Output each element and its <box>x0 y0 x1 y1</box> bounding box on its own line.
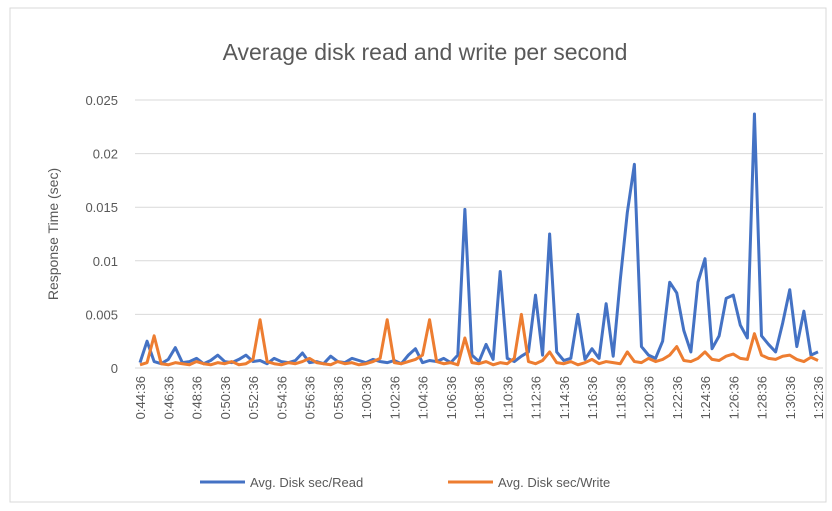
x-tick-label: 1:12:36 <box>529 376 544 419</box>
x-tick-label: 0:44:36 <box>133 376 148 419</box>
x-tick-label: 1:08:36 <box>472 376 487 419</box>
x-tick-label: 1:30:36 <box>783 376 798 419</box>
y-axis-label: Response Time (sec) <box>45 168 61 300</box>
y-tick-label: 0.005 <box>85 307 118 322</box>
series-line <box>138 112 819 366</box>
x-tick-label: 1:14:36 <box>557 376 572 419</box>
x-tick-label: 1:18:36 <box>613 376 628 419</box>
x-tick-label: 1:26:36 <box>726 376 741 419</box>
x-tick-label: 0:48:36 <box>190 376 205 419</box>
x-tick-label: 1:22:36 <box>670 376 685 419</box>
y-tick-label: 0.01 <box>93 254 118 269</box>
y-tick-label: 0.025 <box>85 93 118 108</box>
x-tick-label: 1:06:36 <box>444 376 459 419</box>
chart-frame <box>9 7 827 503</box>
x-tick-label: 1:04:36 <box>416 376 431 419</box>
x-tick-label: 0:54:36 <box>274 376 289 419</box>
x-tick-label: 1:02:36 <box>387 376 402 419</box>
y-tick-label: 0.02 <box>93 147 118 162</box>
x-tick-label: 0:46:36 <box>161 376 176 419</box>
x-tick-label: 1:28:36 <box>755 376 770 419</box>
x-tick-label: 1:10:36 <box>500 376 515 419</box>
y-tick-label: 0.015 <box>85 200 118 215</box>
x-tick-label: 1:16:36 <box>585 376 600 419</box>
x-tick-label: 0:56:36 <box>303 376 318 419</box>
x-tick-label: 0:58:36 <box>331 376 346 419</box>
x-tick-label: 1:32:36 <box>811 376 826 419</box>
x-tick-label: 1:00:36 <box>359 376 374 419</box>
x-tick-label: 1:20:36 <box>642 376 657 419</box>
x-tick-label: 1:24:36 <box>698 376 713 419</box>
legend-label: Avg. Disk sec/Write <box>498 475 610 490</box>
series-line <box>139 312 819 367</box>
x-tick-label: 0:50:36 <box>218 376 233 419</box>
legend-label: Avg. Disk sec/Read <box>250 475 363 490</box>
x-tick-label: 0:52:36 <box>246 376 261 419</box>
y-tick-label: 0 <box>111 361 118 376</box>
chart-title: Average disk read and write per second <box>223 39 628 65</box>
